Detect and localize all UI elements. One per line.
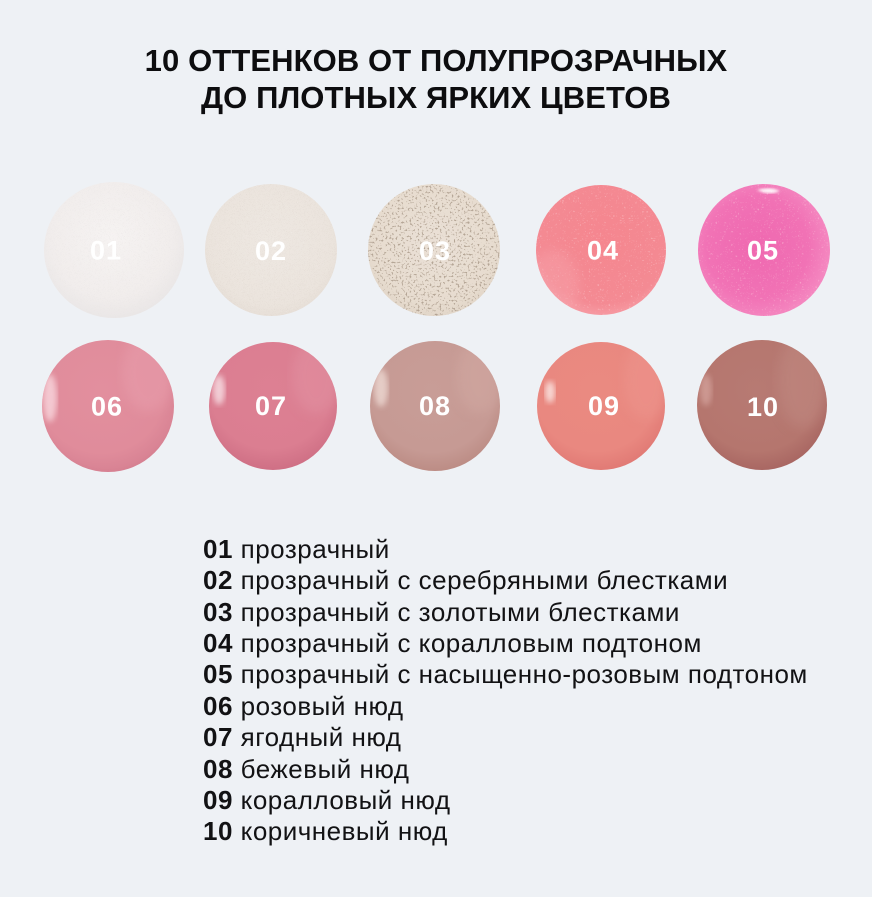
svg-text:01: 01 xyxy=(90,236,122,266)
svg-text:09: 09 xyxy=(588,391,620,421)
svg-text:05: 05 xyxy=(747,236,779,266)
svg-text:08: 08 xyxy=(419,391,451,421)
svg-text:10: 10 xyxy=(747,392,779,422)
svg-text:03: 03 xyxy=(419,236,451,266)
svg-text:04: 04 xyxy=(587,236,619,266)
svg-text:07: 07 xyxy=(255,391,287,421)
svg-text:02: 02 xyxy=(255,236,287,266)
svg-text:06: 06 xyxy=(91,392,123,422)
